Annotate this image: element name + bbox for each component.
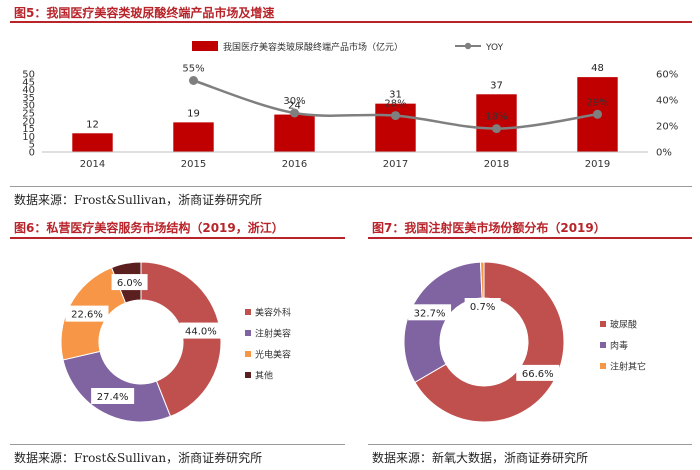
- slice-value-label: 0.7%: [470, 302, 495, 313]
- legend-label: 光电美容: [255, 349, 291, 361]
- legend-swatch: [245, 351, 251, 357]
- slice-肉毒: [403, 261, 483, 383]
- fig5-title-rule: [10, 21, 692, 23]
- slice-value-label: 22.6%: [71, 310, 103, 321]
- slice-label-box: [464, 298, 501, 315]
- y-left-tick: 5: [29, 140, 35, 151]
- slice-value-label: 6.0%: [117, 278, 142, 289]
- bar-value-label: 24: [288, 101, 301, 112]
- legend-label: 注射其它: [610, 361, 646, 373]
- legend-line-label: YOY: [485, 43, 504, 53]
- y-right-tick: 40%: [656, 96, 678, 107]
- legend-bar-swatch: [192, 41, 218, 51]
- yoy-value-label: 30%: [283, 96, 305, 107]
- fig7-title-rule: [368, 237, 692, 239]
- slice-label-box: [91, 387, 135, 404]
- yoy-point: [492, 124, 501, 134]
- fig7-source: 数据来源：新氧大数据，浙商证券研究所: [372, 451, 589, 465]
- yoy-value-label: 55%: [182, 64, 204, 75]
- legend-swatch: [245, 330, 251, 336]
- y-left-tick: 35: [22, 93, 35, 104]
- yoy-point: [593, 109, 602, 119]
- y-left-tick: 20: [22, 116, 35, 127]
- y-left-tick: 30: [22, 101, 35, 112]
- yoy-point: [391, 111, 400, 121]
- y-left-tick: 0: [29, 148, 35, 159]
- bar-2017: [375, 103, 416, 152]
- y-left-tick: 10: [22, 132, 35, 143]
- yoy-point: [189, 76, 198, 85]
- y-left-tick: 50: [22, 70, 35, 81]
- slice-value-label: 27.4%: [97, 392, 129, 403]
- slice-玻尿酸: [414, 261, 565, 423]
- legend-swatch: [600, 363, 606, 369]
- fig5-title: 图5：我国医疗美容类玻尿酸终端产品市场及增速: [14, 6, 275, 20]
- x-tick-label: 2014: [80, 159, 105, 170]
- legend-swatch: [600, 321, 606, 327]
- fig5-bar-line-chart: 我国医疗美容类玻尿酸终端产品市场（亿元） YOY05101520253035404…: [22, 41, 678, 170]
- y-left-tick: 15: [22, 124, 35, 135]
- x-tick-label: 2019: [585, 159, 610, 170]
- fig5-source: 数据来源：Frost&Sullivan，浙商证券研究所: [14, 193, 263, 207]
- slice-label-box: [516, 364, 560, 381]
- fig5-divider: [10, 186, 692, 187]
- legend-label: 肉毒: [610, 340, 628, 352]
- bar-2015: [173, 122, 214, 152]
- y-right-tick: 20%: [656, 122, 678, 133]
- fig6-divider: [10, 444, 345, 445]
- slice-label-box: [179, 322, 223, 339]
- yoy-value-label: 18%: [485, 112, 507, 123]
- bar-value-label: 31: [389, 90, 402, 101]
- slice-value-label: 44.0%: [185, 327, 217, 338]
- fig6-source: 数据来源：Frost&Sullivan，浙商证券研究所: [14, 451, 263, 465]
- fig6-title-rule: [10, 237, 345, 239]
- legend-line-marker: [464, 42, 472, 50]
- bar-2014: [72, 133, 113, 152]
- bar-2016: [274, 114, 315, 152]
- legend-label: 注射美容: [255, 328, 291, 340]
- y-left-tick: 45: [22, 77, 35, 88]
- y-left-tick: 25: [22, 109, 35, 120]
- yoy-value-label: 28%: [384, 99, 406, 110]
- y-right-tick: 60%: [656, 70, 678, 81]
- fig6-title: 图6：私营医疗美容服务市场结构（2019，浙江）: [14, 221, 284, 235]
- legend-swatch: [245, 309, 251, 315]
- yoy-value-label: 29%: [586, 97, 608, 108]
- slice-注射美容: [62, 350, 172, 423]
- slice-value-label: 32.7%: [414, 308, 446, 319]
- bar-value-label: 19: [187, 108, 200, 119]
- bar-value-label: 37: [490, 80, 503, 91]
- fig7-title: 图7：我国注射医美市场份额分布（2019）: [372, 221, 606, 235]
- slice-value-label: 66.6%: [522, 369, 554, 380]
- slice-美容外科: [140, 261, 222, 418]
- x-tick-label: 2015: [181, 159, 206, 170]
- legend-label: 玻尿酸: [610, 319, 637, 331]
- legend-label: 美容外科: [255, 307, 291, 319]
- slice-label-box: [65, 305, 109, 322]
- y-right-tick: 0%: [656, 148, 672, 159]
- slice-label-box: [111, 274, 148, 291]
- legend-label: 其他: [255, 370, 273, 382]
- legend-swatch: [245, 372, 251, 378]
- legend-bar-label: 我国医疗美容类玻尿酸终端产品市场（亿元）: [223, 41, 403, 53]
- bar-value-label: 48: [591, 63, 604, 74]
- x-tick-label: 2018: [484, 159, 509, 170]
- x-tick-label: 2017: [383, 159, 408, 170]
- legend-swatch: [600, 342, 606, 348]
- fig7-divider: [368, 444, 692, 445]
- x-tick-label: 2016: [282, 159, 307, 170]
- bar-value-label: 12: [86, 119, 99, 130]
- slice-label-box: [408, 304, 452, 321]
- yoy-point: [290, 108, 299, 118]
- y-left-tick: 40: [22, 85, 35, 96]
- bar-2018: [476, 94, 517, 152]
